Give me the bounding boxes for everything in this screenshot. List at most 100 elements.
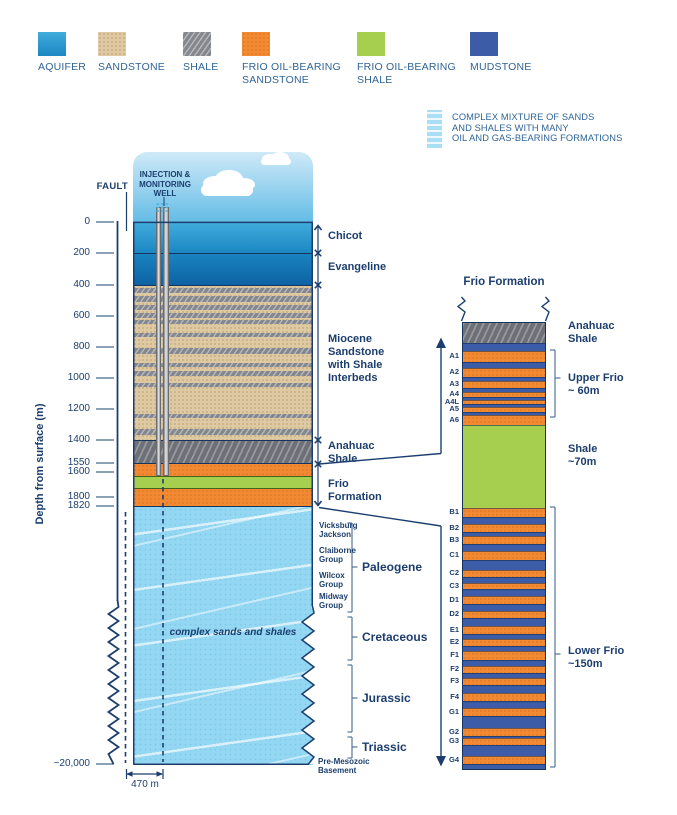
frio-layer-g1	[463, 708, 545, 716]
frio-layer	[463, 425, 545, 508]
depth-tick-label: 1820	[67, 500, 90, 511]
frio-layer	[463, 544, 545, 551]
depth-tick	[96, 462, 114, 464]
sandstone-swatch	[98, 32, 126, 56]
legend-label-shale: SHALE	[183, 61, 219, 73]
depth-tick	[96, 408, 114, 410]
layer-frio-sandstone-upper	[133, 464, 313, 476]
frio-layer-label-a2: A2	[449, 367, 459, 376]
cloud-icon	[261, 158, 291, 165]
frio-layer-b3	[463, 536, 545, 544]
annotation-shale-70m: Shale ~70m	[568, 443, 598, 468]
frio-layer	[463, 589, 545, 596]
frio-layer-a1	[463, 351, 545, 362]
complex-sands-label: complex sands and shales	[169, 627, 297, 638]
annotation-upper-frio: Upper Frio ~ 60m	[568, 372, 624, 397]
formation-label-anahuac: Anahuac Shale	[328, 440, 375, 465]
frio-layer	[463, 764, 545, 769]
frio-layer-d2	[463, 611, 545, 618]
frio-layer-label-c2: C2	[449, 568, 459, 577]
fault-label: FAULT	[96, 181, 128, 192]
layer-frio-shale	[133, 476, 313, 489]
frio-layer	[463, 362, 545, 368]
frio-layer-g3	[463, 738, 545, 745]
era-label-cretaceous: Cretaceous	[362, 630, 428, 644]
injection-well-label: INJECTION & MONITORING WELL	[139, 170, 191, 198]
layer-frio-sandstone-lower	[133, 489, 313, 506]
depth-tick	[96, 496, 114, 498]
depth-tick-label: 600	[73, 310, 90, 321]
frio-layer-label-f3: F3	[450, 676, 459, 685]
depth-tick-label: 1550	[67, 457, 90, 468]
shale-swatch	[183, 32, 211, 56]
formation-label-frio: Frio Formation	[328, 478, 382, 503]
legend-label-frio-oil-bearing-shale: FRIO OIL-BEARING SHALE	[357, 61, 456, 86]
formation-label-miocene: Miocene Sandstone with Shale Interbeds	[328, 333, 385, 384]
era-label-jurassic: Jurassic	[362, 691, 411, 705]
group-label-claiborne-group: Claiborne Group	[319, 546, 356, 564]
frio-layer	[463, 745, 545, 756]
basement-label: Pre-Mesozoic Basement	[318, 757, 370, 775]
frio-layer-label-e1: E1	[449, 624, 459, 634]
frio-layer-label-f4: F4	[450, 691, 459, 701]
shale-interbed	[133, 305, 313, 310]
depth-tick	[96, 221, 114, 223]
frio-layer-c3	[463, 583, 545, 589]
frio-layer-label-a4l: A4L	[444, 396, 459, 406]
frio-layer-a2	[463, 368, 545, 377]
frio-layer	[463, 716, 545, 728]
frio-layer	[463, 634, 545, 639]
depth-tick-label: 1000	[67, 372, 90, 383]
frio-layer	[463, 404, 545, 407]
depth-tick	[96, 471, 114, 473]
legend-label-sandstone: SANDSTONE	[98, 61, 165, 73]
era-label-paleogene: Paleogene	[362, 560, 423, 574]
frio-layer-label-g2: G2	[448, 726, 459, 736]
frio-layer	[463, 577, 545, 583]
depth-tick	[96, 346, 114, 348]
frio-layer	[463, 323, 545, 343]
depth-tick-label: 0	[84, 216, 90, 227]
shale-interbed	[133, 429, 313, 435]
frio-layer	[463, 673, 545, 678]
frio-oil-bearing-shale-swatch	[357, 32, 385, 56]
depth-tick	[96, 439, 114, 441]
frio-layer-g4	[463, 756, 545, 764]
frio-layer-label-a5: A5	[449, 404, 459, 413]
frio-layer	[463, 517, 545, 524]
depth-tick-label: 400	[73, 279, 90, 290]
frio-layer-f4	[463, 693, 545, 701]
shale-interbed	[133, 333, 313, 337]
frio-layer	[463, 685, 545, 693]
group-label-midway-group: Midway Group	[319, 592, 348, 610]
frio-layer-f2	[463, 666, 545, 673]
frio-layer-a4	[463, 392, 545, 397]
frio-layer-b1	[463, 508, 545, 517]
frio-layer-g2	[463, 728, 545, 736]
era-label-triassic: Triassic	[362, 740, 407, 754]
frio-layer	[463, 532, 545, 536]
frio-layer-label-a1: A1	[449, 351, 459, 360]
frio-layer	[463, 397, 545, 400]
legend-label-aquifer: AQUIFER	[38, 61, 87, 73]
frio-layer	[463, 343, 545, 351]
frio-layer-e2	[463, 639, 545, 646]
frio-layer	[463, 646, 545, 651]
frio-layer-label-f2: F2	[450, 664, 459, 673]
shale-interbed	[133, 371, 313, 376]
frio-oil-bearing-sandstone-swatch	[242, 32, 270, 56]
depth-tick	[96, 377, 114, 379]
frio-layer	[463, 388, 545, 392]
frio-column-title: Frio Formation	[463, 276, 545, 288]
frio-layer-label-f1: F1	[450, 650, 459, 659]
annotation-lower-frio: Lower Frio ~150m	[568, 645, 625, 670]
complex-mixture-note: COMPLEX MIXTURE OF SANDS AND SHALES WITH …	[452, 112, 623, 143]
depth-tick	[96, 763, 114, 765]
frio-layer-b2	[463, 524, 545, 532]
depth-tick-label: 200	[73, 247, 90, 258]
frio-layer-label-a6: A6	[449, 414, 459, 424]
injection-well-pipe	[155, 207, 162, 476]
frio-layer	[463, 412, 545, 415]
frio-layer-a6	[463, 415, 545, 425]
frio-layer-f1	[463, 651, 545, 660]
